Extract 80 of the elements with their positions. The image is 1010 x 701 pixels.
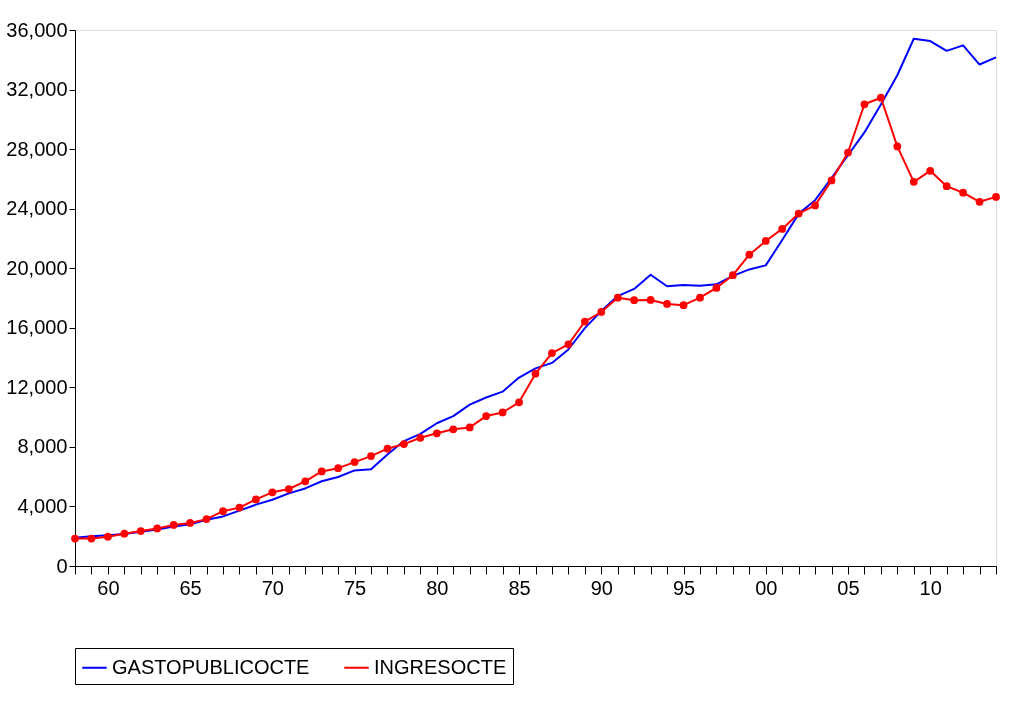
y-tick-label: 16,000 xyxy=(6,316,68,339)
point xyxy=(679,301,688,310)
point xyxy=(992,193,1000,201)
y-tick-label: 4,000 xyxy=(17,494,68,517)
legend-label: GASTOPUBLICOCTE xyxy=(112,655,310,678)
point xyxy=(449,425,458,434)
point xyxy=(942,182,951,191)
y-tick-label: 12,000 xyxy=(6,375,68,398)
x-tick-label: 85 xyxy=(508,576,531,599)
x-tick-label: 95 xyxy=(672,576,696,599)
x-tick-label: 10 xyxy=(919,576,942,599)
point xyxy=(186,519,194,527)
point xyxy=(301,477,310,486)
point xyxy=(219,507,227,516)
point xyxy=(383,444,392,453)
point xyxy=(860,100,869,109)
point xyxy=(811,201,819,210)
point xyxy=(778,225,787,233)
y-tick-label: 8,000 xyxy=(17,435,68,458)
y-tick-label: 20,000 xyxy=(6,256,68,279)
point xyxy=(696,293,704,302)
point xyxy=(252,495,260,504)
point xyxy=(745,250,754,259)
y-tick-label: 32,000 xyxy=(6,78,68,101)
point xyxy=(334,464,343,473)
point xyxy=(367,452,375,460)
point xyxy=(909,178,918,186)
point xyxy=(564,340,573,349)
x-tick-label: 70 xyxy=(261,576,284,599)
point xyxy=(630,296,639,305)
point xyxy=(515,398,523,407)
point xyxy=(761,237,770,245)
point xyxy=(975,197,984,206)
point xyxy=(580,317,589,326)
point xyxy=(926,166,935,175)
point xyxy=(268,488,277,497)
point xyxy=(400,440,408,448)
point xyxy=(202,515,211,523)
point xyxy=(893,142,902,151)
x-tick-label: 65 xyxy=(179,576,202,599)
point xyxy=(169,521,178,529)
point xyxy=(663,300,671,308)
point xyxy=(136,527,145,535)
point xyxy=(877,93,885,102)
point xyxy=(728,271,737,280)
point xyxy=(87,534,96,543)
x-tick-label: 60 xyxy=(97,576,120,599)
point xyxy=(482,412,491,420)
point xyxy=(548,349,556,357)
point xyxy=(104,532,112,541)
y-tick-label: 24,000 xyxy=(6,197,68,220)
point xyxy=(235,503,244,512)
x-tick-label: 75 xyxy=(343,576,367,599)
x-tick-label: 90 xyxy=(590,576,613,599)
point xyxy=(597,308,606,316)
y-tick-label: 0 xyxy=(56,554,68,577)
x-tick-label: 05 xyxy=(837,576,860,599)
point xyxy=(416,433,425,442)
point xyxy=(120,529,129,538)
y-tick-label: 28,000 xyxy=(6,137,68,160)
point xyxy=(827,176,836,185)
point xyxy=(844,148,852,157)
point xyxy=(712,284,721,292)
point xyxy=(317,467,326,476)
x-tick-label: 00 xyxy=(755,576,778,599)
legend-label: INGRESOCTE xyxy=(374,655,507,678)
point xyxy=(613,293,622,302)
point xyxy=(284,485,293,493)
point xyxy=(531,369,540,378)
point xyxy=(153,524,162,533)
point xyxy=(71,534,79,543)
point xyxy=(465,423,474,432)
y-tick-label: 36,000 xyxy=(6,18,68,41)
point xyxy=(646,296,655,304)
point xyxy=(498,408,507,417)
point xyxy=(959,188,967,197)
x-tick-label: 80 xyxy=(426,576,449,599)
point xyxy=(350,458,359,466)
point xyxy=(794,209,803,218)
point xyxy=(432,429,441,438)
